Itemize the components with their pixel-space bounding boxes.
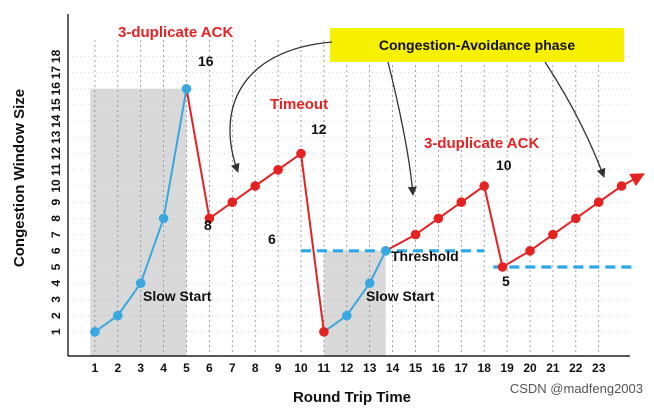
y-tick-label-17: 17 [49, 66, 63, 80]
y-tick-label-13: 13 [49, 130, 63, 144]
phase-label-box [330, 28, 624, 62]
y-tick-label-6: 6 [49, 247, 63, 254]
x-tick-label-10: 10 [294, 361, 308, 375]
annotation-slow-start-1: Slow Start [143, 288, 212, 304]
data-point-23-9 [593, 197, 604, 207]
y-tick-label-15: 15 [49, 98, 63, 112]
annotation-dup-ack-2: 3-duplicate ACK [424, 135, 539, 152]
x-axis-title: Round Trip Time [293, 389, 411, 406]
annotation-dup-ack-1: 3-duplicate ACK [118, 24, 233, 41]
data-point-13-4 [364, 278, 375, 289]
annotation-timeout: Timeout [270, 96, 328, 113]
x-tick-label-11: 11 [318, 361, 331, 375]
x-tick-label-21: 21 [546, 361, 560, 375]
data-point-6-8 [204, 213, 215, 224]
y-tick-label-14: 14 [49, 114, 63, 128]
x-tick-label-13: 13 [363, 361, 377, 375]
grid [68, 40, 630, 356]
y-tick-label-7: 7 [49, 231, 63, 238]
data-point-11-1 [319, 327, 329, 337]
x-tick-label-4: 4 [160, 361, 167, 375]
point-label-10: 10 [496, 157, 512, 173]
point-label-5: 5 [502, 273, 510, 289]
x-tick-label-19: 19 [500, 361, 514, 375]
data-point-9-11 [273, 165, 283, 175]
y-tick-label-12: 12 [49, 147, 63, 161]
x-tick-label-8: 8 [252, 361, 259, 375]
y-tick-label-11: 11 [49, 163, 63, 176]
annotation-slow-start-2: Slow Start [366, 288, 435, 304]
data-point-18-10 [479, 181, 490, 191]
data-point-15-7 [410, 229, 421, 240]
x-tick-label-9: 9 [275, 361, 282, 375]
y-tick-label-8: 8 [49, 215, 63, 222]
phase-arrow-1 [229, 41, 333, 173]
point-label-6: 6 [268, 231, 276, 247]
thresholds [301, 249, 634, 269]
data-point-12-2 [342, 310, 352, 321]
x-tick-label-7: 7 [229, 361, 236, 375]
data-point-13.7-6 [380, 246, 391, 256]
phase-arrow-2 [387, 61, 417, 196]
tick-labels: 1 2 3 4 5 6 7 8 9 10 11 12 13 14 15 16 17 18 19 20 21 22 23123… [49, 49, 606, 375]
watermark: CSDN @madfeng2003 [510, 381, 643, 396]
y-tick-label-4: 4 [49, 280, 63, 287]
data-point-3-4 [135, 278, 146, 289]
point-label-12: 12 [311, 121, 327, 137]
x-tick-label-20: 20 [523, 361, 537, 375]
annotation-threshold: Threshold [391, 248, 459, 264]
series-line-5 [323, 250, 387, 333]
x-tick-label-12: 12 [340, 361, 354, 375]
points [90, 84, 627, 337]
point-label-16: 16 [198, 53, 214, 69]
data-point-10-12 [296, 148, 306, 159]
shaded-regions [90, 88, 386, 357]
phase-arrow-3 [544, 61, 606, 178]
x-tick-label-5: 5 [183, 361, 190, 375]
x-tick-label-15: 15 [409, 361, 423, 375]
series-line-2 [185, 88, 211, 219]
y-tick-label-2: 2 [49, 312, 63, 319]
series-line-4 [300, 153, 325, 332]
data-point-16-8 [433, 213, 444, 224]
data-point-24-10 [616, 181, 627, 191]
data-point-8-10 [250, 181, 260, 191]
data-point-18.8-5 [497, 262, 508, 272]
data-point-2-2 [113, 310, 123, 321]
data-point-5-16 [181, 84, 192, 94]
y-tick-label-16: 16 [49, 82, 63, 96]
point-label-8: 8 [204, 217, 212, 233]
y-tick-label-1: 1 [49, 328, 63, 335]
data-point-7-9 [227, 197, 238, 207]
y-tick-label-3: 3 [49, 296, 63, 303]
y-tick-label-9: 9 [49, 199, 63, 206]
x-tick-label-23: 23 [592, 361, 606, 375]
data-point-22-8 [571, 213, 581, 224]
data-point-21-7 [548, 229, 558, 240]
y-tick-label-5: 5 [49, 263, 63, 270]
y-axis-title: Congestion Window Size [11, 89, 28, 267]
shaded-region-1 [90, 88, 187, 357]
x-tick-label-18: 18 [478, 361, 492, 375]
data-point-17-9 [456, 197, 467, 207]
x-tick-label-16: 16 [432, 361, 446, 375]
y-tick-label-18: 18 [49, 49, 63, 63]
data-point-4-8 [158, 213, 169, 224]
data-point-1-1 [90, 327, 100, 337]
data-point-20-6 [525, 246, 535, 256]
x-tick-label-17: 17 [455, 361, 469, 375]
x-tick-label-2: 2 [114, 361, 121, 375]
phase-label: Congestion-Avoidance phase [379, 37, 576, 53]
axes [67, 14, 630, 357]
x-tick-label-14: 14 [386, 361, 400, 375]
x-tick-label-1: 1 [92, 361, 99, 375]
series-line-7 [483, 185, 504, 268]
x-tick-label-6: 6 [206, 361, 213, 375]
x-tick-label-22: 22 [569, 361, 583, 375]
y-tick-label-10: 10 [49, 179, 63, 193]
x-tick-label-3: 3 [137, 361, 144, 375]
